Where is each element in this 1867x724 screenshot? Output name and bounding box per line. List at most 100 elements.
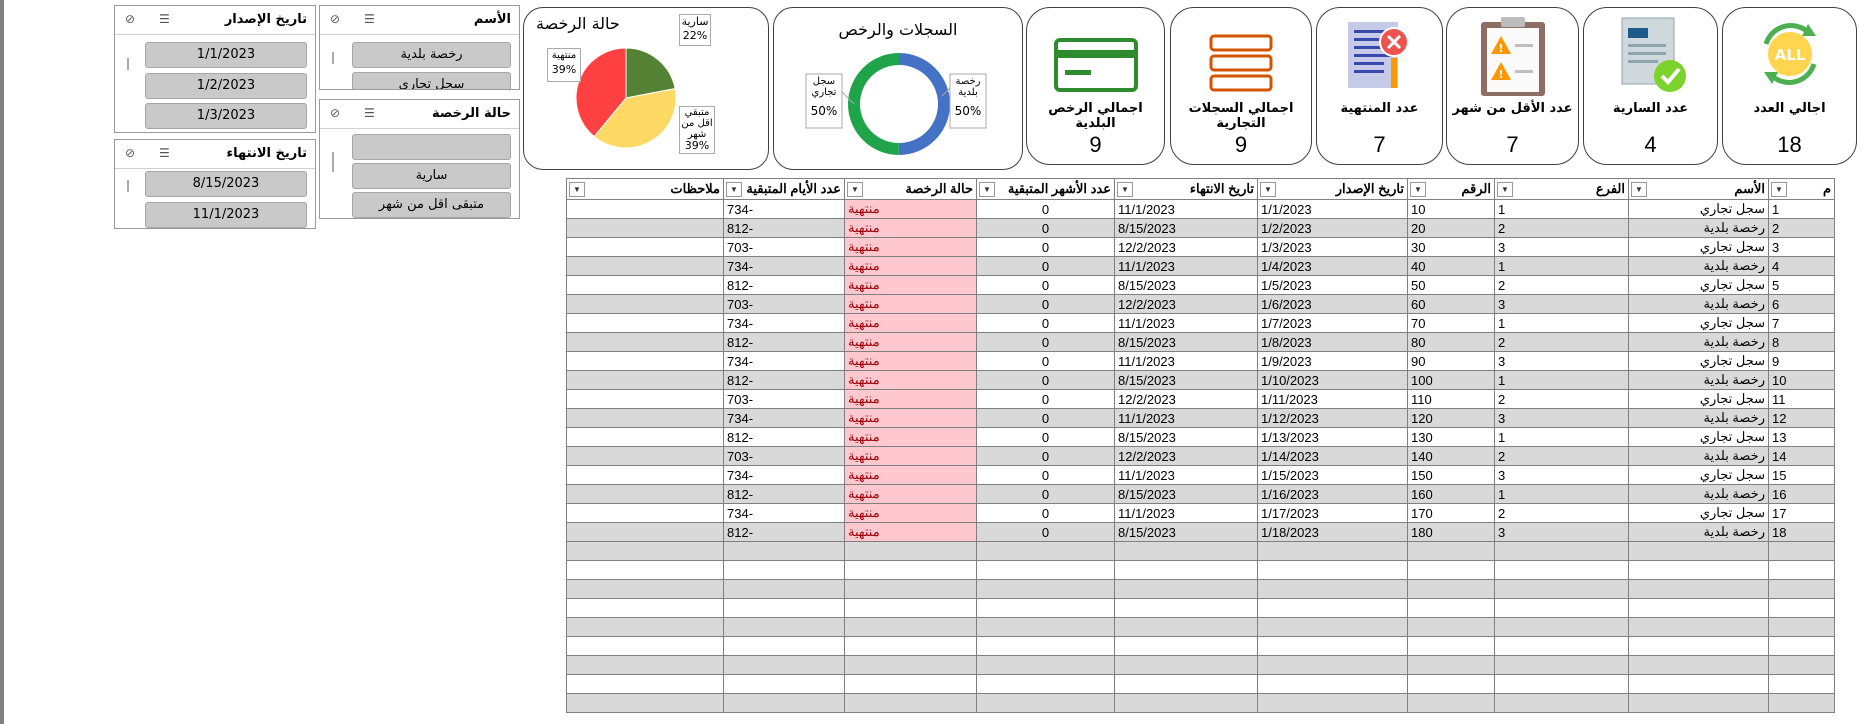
cell-expiry-date[interactable]: 11/1/2023	[1114, 199, 1258, 219]
slicer-issue-date[interactable]: تاريخ الإصدار ⊘ ☰ 1/1/2023 1/2/2023 1/3/…	[114, 5, 316, 133]
empty-cell[interactable]	[1407, 579, 1495, 599]
empty-cell[interactable]	[723, 693, 845, 713]
cell-days-remaining[interactable]: -734	[723, 503, 845, 523]
cell-expiry-date[interactable]: 12/2/2023	[1114, 294, 1258, 314]
cell-number[interactable]: 100	[1407, 370, 1495, 390]
empty-cell[interactable]	[1407, 655, 1495, 675]
cell-name[interactable]: رخصة بلدية	[1628, 370, 1769, 390]
cell-months-remaining[interactable]: 0	[976, 313, 1115, 333]
empty-cell[interactable]	[566, 617, 724, 637]
slicer-item[interactable]: 1/1/2023	[145, 42, 307, 68]
cell-days-remaining[interactable]: -734	[723, 256, 845, 276]
empty-cell[interactable]	[1257, 541, 1408, 561]
empty-cell[interactable]	[1114, 598, 1258, 618]
cell-issue-date[interactable]: 1/13/2023	[1257, 427, 1408, 447]
cell-status[interactable]: منتهية	[844, 465, 977, 485]
cell-branch[interactable]: 1	[1494, 199, 1629, 219]
empty-cell[interactable]	[1257, 636, 1408, 656]
cell-notes[interactable]	[566, 351, 724, 371]
cell-status[interactable]: منتهية	[844, 522, 977, 542]
cell-days-remaining[interactable]: -703	[723, 294, 845, 314]
empty-cell[interactable]	[566, 579, 724, 599]
cell-branch[interactable]: 2	[1494, 275, 1629, 295]
col-header-status[interactable]: حالة الرخصة ▼	[844, 178, 977, 200]
cell-months-remaining[interactable]: 0	[976, 465, 1115, 485]
cell-number[interactable]: 40	[1407, 256, 1495, 276]
cell-issue-date[interactable]: 1/9/2023	[1257, 351, 1408, 371]
cell-name[interactable]: سجل تجاري	[1628, 465, 1769, 485]
table-row[interactable]: 13 سجل تجاري 1 130 1/13/2023 8/15/2023 0 منتهية…	[566, 427, 1835, 447]
cell-branch[interactable]: 2	[1494, 218, 1629, 238]
slicer-item[interactable]: 11/1/2023	[145, 202, 307, 228]
table-row[interactable]: 11 سجل تجاري 2 110 1/11/2023 12/2/2023 0 منتهية…	[566, 389, 1835, 409]
cell-issue-date[interactable]: 1/6/2023	[1257, 294, 1408, 314]
col-header-months-remaining[interactable]: عدد الأشهر المتبقية ▼	[976, 178, 1115, 200]
col-header-notes[interactable]: ملاحظات ▼	[566, 178, 724, 200]
cell-notes[interactable]	[566, 503, 724, 523]
cell-issue-date[interactable]: 1/7/2023	[1257, 313, 1408, 333]
cell-status[interactable]: منتهية	[844, 332, 977, 352]
empty-cell[interactable]	[1768, 579, 1835, 599]
cell-issue-date[interactable]: 1/18/2023	[1257, 522, 1408, 542]
cell-number[interactable]: 20	[1407, 218, 1495, 238]
empty-row[interactable]	[566, 617, 1835, 637]
cell-index[interactable]: 4	[1768, 256, 1835, 276]
cell-months-remaining[interactable]: 0	[976, 256, 1115, 276]
empty-cell[interactable]	[1628, 617, 1769, 637]
cell-branch[interactable]: 1	[1494, 484, 1629, 504]
slicer-scrollbar[interactable]	[332, 152, 334, 172]
empty-cell[interactable]	[1257, 693, 1408, 713]
cell-name[interactable]: سجل تجاري	[1628, 427, 1769, 447]
cell-branch[interactable]: 3	[1494, 522, 1629, 542]
slicer-license-status[interactable]: حالة الرخصة ⊘ ☰ سارية متبقى اقل من شهر	[319, 99, 520, 219]
empty-cell[interactable]	[1628, 598, 1769, 618]
col-header-days-remaining[interactable]: عدد الأيام المتبقية ▼	[723, 178, 845, 200]
empty-row[interactable]	[566, 636, 1835, 656]
empty-cell[interactable]	[976, 655, 1115, 675]
empty-cell[interactable]	[976, 560, 1115, 580]
cell-branch[interactable]: 3	[1494, 408, 1629, 428]
empty-cell[interactable]	[1257, 674, 1408, 694]
empty-cell[interactable]	[976, 636, 1115, 656]
empty-cell[interactable]	[1628, 579, 1769, 599]
cell-status[interactable]: منتهية	[844, 313, 977, 333]
empty-cell[interactable]	[1768, 655, 1835, 675]
cell-status[interactable]: منتهية	[844, 408, 977, 428]
cell-branch[interactable]: 2	[1494, 503, 1629, 523]
multi-select-icon[interactable]: ☰	[364, 106, 375, 120]
cell-name[interactable]: سجل تجاري	[1628, 389, 1769, 409]
cell-branch[interactable]: 1	[1494, 427, 1629, 447]
cell-notes[interactable]	[566, 218, 724, 238]
empty-cell[interactable]	[723, 579, 845, 599]
multi-select-icon[interactable]: ☰	[159, 12, 170, 26]
cell-months-remaining[interactable]: 0	[976, 427, 1115, 447]
empty-cell[interactable]	[844, 674, 977, 694]
cell-days-remaining[interactable]: -812	[723, 275, 845, 295]
cell-notes[interactable]	[566, 389, 724, 409]
cell-months-remaining[interactable]: 0	[976, 237, 1115, 257]
cell-notes[interactable]	[566, 199, 724, 219]
license-status-pie-chart[interactable]: حالة الرخصة سارية 22% متبقي اقل من شهر 3…	[523, 7, 769, 170]
empty-cell[interactable]	[1407, 598, 1495, 618]
empty-cell[interactable]	[723, 655, 845, 675]
cell-expiry-date[interactable]: 11/1/2023	[1114, 313, 1258, 333]
cell-issue-date[interactable]: 1/16/2023	[1257, 484, 1408, 504]
table-row[interactable]: 4 رخصة بلدية 1 40 1/4/2023 11/1/2023 0 منتهية -7…	[566, 256, 1835, 276]
empty-cell[interactable]	[566, 693, 724, 713]
cell-expiry-date[interactable]: 8/15/2023	[1114, 522, 1258, 542]
cell-index[interactable]: 9	[1768, 351, 1835, 371]
cell-months-remaining[interactable]: 0	[976, 294, 1115, 314]
cell-issue-date[interactable]: 1/8/2023	[1257, 332, 1408, 352]
empty-row[interactable]	[566, 693, 1835, 713]
cell-days-remaining[interactable]: -812	[723, 332, 845, 352]
table-row[interactable]: 18 رخصة بلدية 3 180 1/18/2023 8/15/2023 0 منتهي…	[566, 522, 1835, 542]
cell-index[interactable]: 10	[1768, 370, 1835, 390]
cell-name[interactable]: رخصة بلدية	[1628, 218, 1769, 238]
empty-cell[interactable]	[844, 693, 977, 713]
cell-branch[interactable]: 1	[1494, 256, 1629, 276]
cell-notes[interactable]	[566, 256, 724, 276]
empty-cell[interactable]	[1628, 655, 1769, 675]
cell-days-remaining[interactable]: -812	[723, 218, 845, 238]
empty-cell[interactable]	[844, 636, 977, 656]
cell-notes[interactable]	[566, 427, 724, 447]
